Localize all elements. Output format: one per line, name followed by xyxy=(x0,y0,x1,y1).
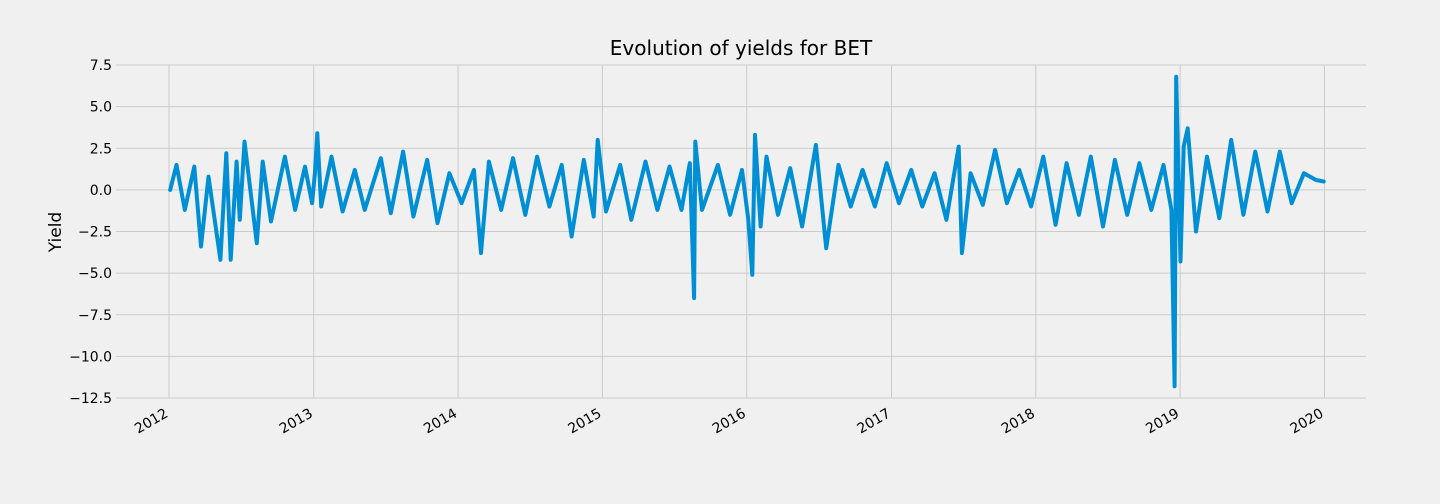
x-tick-label: 2016 xyxy=(710,406,749,438)
gridlines xyxy=(116,64,1366,399)
y-tick-label: 7.5 xyxy=(90,58,112,74)
y-tick-label: −10.0 xyxy=(69,349,112,365)
y-tick-label: −7.5 xyxy=(78,308,112,324)
y-tick-label: −12.5 xyxy=(69,391,112,407)
x-tick-label: 2014 xyxy=(421,406,460,438)
y-tick-label: 2.5 xyxy=(90,141,112,157)
y-axis-ticks: 7.5 5.0 2.5 0.0 −2.5 −5.0 −7.5 −10.0 −12.5 xyxy=(69,58,112,407)
y-tick-label: 0.0 xyxy=(90,183,112,199)
y-tick-label: 5.0 xyxy=(90,100,112,116)
x-tick-label: 2020 xyxy=(1288,406,1327,438)
y-tick-label: −5.0 xyxy=(78,266,112,282)
x-tick-label: 2017 xyxy=(855,406,894,438)
x-axis-ticks: 2012 2013 2014 2015 2016 2017 2018 2019 2020 xyxy=(132,406,1326,438)
y-axis-label: Yield xyxy=(46,212,66,253)
x-tick-label: 2012 xyxy=(132,406,171,438)
chart-title: Evolution of yields for BET xyxy=(610,36,873,60)
x-tick-label: 2019 xyxy=(1143,406,1182,438)
series-group xyxy=(168,74,1326,389)
x-tick-label: 2015 xyxy=(566,406,605,438)
y-tick-label: −2.5 xyxy=(78,225,112,241)
series-line-yield xyxy=(168,74,1326,389)
x-tick-label: 2018 xyxy=(999,406,1038,438)
x-tick-label: 2013 xyxy=(277,406,316,438)
